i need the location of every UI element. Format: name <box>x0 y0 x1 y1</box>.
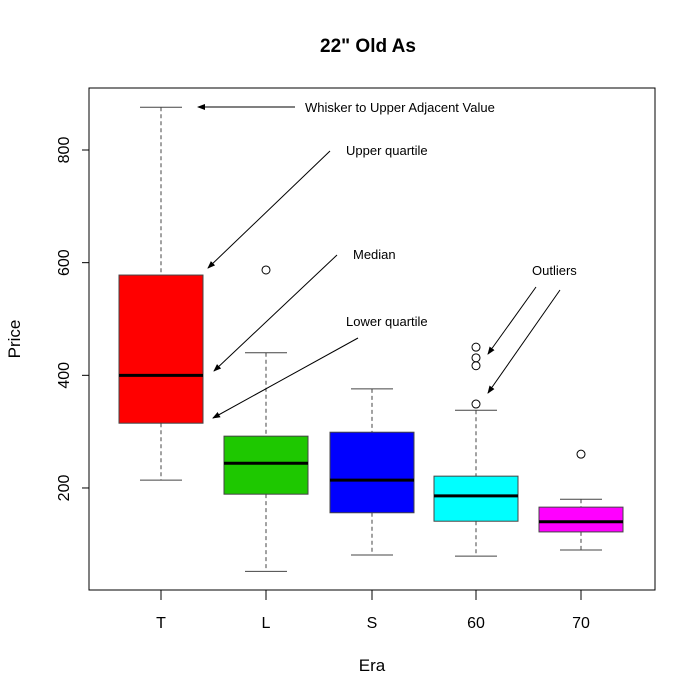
annotation-label: Whisker to Upper Adjacent Value <box>305 100 495 115</box>
iqr-box <box>223 435 309 495</box>
y-tick-label: 800 <box>56 137 73 164</box>
outlier-point <box>471 353 481 363</box>
annotation-arrow <box>487 286 537 355</box>
annotation-label: Lower quartile <box>346 314 428 329</box>
box-T <box>118 106 204 481</box>
outlier-point <box>576 449 586 459</box>
outlier-point <box>261 265 271 275</box>
annotation-arrow <box>213 254 338 372</box>
y-tick-label: 600 <box>56 249 73 276</box>
annotation-group: Whisker to Upper Adjacent Value Upper qua… <box>197 100 577 419</box>
box-group <box>118 106 624 572</box>
y-axis-label: Price <box>5 320 24 359</box>
y-axis: 200 400 600 800 <box>56 137 90 502</box>
box-L <box>223 265 309 572</box>
iqr-box <box>118 274 204 424</box>
chart-title: 22" Old As <box>320 36 416 57</box>
annotation-arrow <box>487 289 561 394</box>
y-tick-label: 400 <box>56 362 73 389</box>
annotation: Lower quartile <box>212 314 428 419</box>
x-axis: T L S 60 70 <box>156 589 590 632</box>
x-tick-label: S <box>367 615 378 632</box>
box-70 <box>538 449 624 551</box>
x-axis-label: Era <box>359 656 386 675</box>
iqr-box <box>329 431 415 514</box>
x-tick-label: L <box>262 615 271 632</box>
annotation: Median <box>213 247 396 372</box>
annotation: Whisker to Upper Adjacent Value <box>197 100 495 115</box>
annotation-label: Upper quartile <box>346 143 428 158</box>
box-S <box>329 388 415 556</box>
annotation-arrow <box>207 150 331 269</box>
x-tick-label: T <box>156 615 166 632</box>
annotation-arrow <box>212 337 359 419</box>
outlier-point <box>471 342 481 352</box>
annotation-label: Outliers <box>532 263 577 278</box>
annotation: Upper quartile <box>207 143 428 269</box>
outlier-point <box>471 399 481 409</box>
iqr-box <box>538 506 624 533</box>
annotation: Outliers <box>487 263 577 394</box>
iqr-box <box>433 475 519 522</box>
y-tick-label: 200 <box>56 475 73 502</box>
annotation-label: Median <box>353 247 396 262</box>
x-tick-label: 60 <box>467 615 485 632</box>
outlier-point <box>471 361 481 371</box>
x-tick-label: 70 <box>572 615 590 632</box>
box-60 <box>433 342 519 557</box>
